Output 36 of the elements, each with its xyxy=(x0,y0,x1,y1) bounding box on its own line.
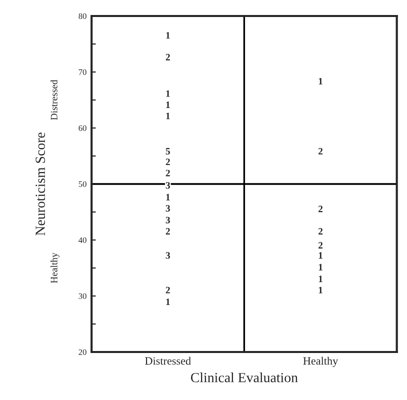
annotation: 2 xyxy=(166,158,170,166)
annotation: 2 xyxy=(318,228,323,234)
annotation: 1 xyxy=(318,286,322,294)
annotation: 3 xyxy=(166,252,170,259)
annotation: 1 xyxy=(166,32,170,38)
annotation: 1 xyxy=(166,298,170,306)
text: Healthy xyxy=(50,252,60,284)
annotation: 2 xyxy=(318,148,323,154)
annotation: 2 xyxy=(166,54,170,60)
annotation: 1 xyxy=(318,78,322,84)
annotation: 5 xyxy=(166,148,170,155)
annotation: 1 xyxy=(318,252,322,259)
annotation: 3 xyxy=(166,205,170,212)
annotation: 1 xyxy=(318,276,322,282)
text: Distressed xyxy=(50,80,58,120)
x-axis-title: Clinical Evaluation xyxy=(190,372,298,382)
annotation: 1 xyxy=(166,194,170,200)
y-tick-label: 60 xyxy=(78,125,86,131)
annotation: 1 xyxy=(166,102,170,108)
annotation: 1 xyxy=(166,90,170,97)
y-tick-label: 40 xyxy=(78,237,86,243)
annotation: 3 xyxy=(166,216,170,224)
y-tick-label: 50 xyxy=(78,181,86,187)
y-tick-label: 20 xyxy=(78,349,86,355)
annotation: 2 xyxy=(318,206,323,212)
annotation: 1 xyxy=(318,264,322,270)
annotation: 2 xyxy=(166,170,170,176)
y-axis-title: Neuroticism Score xyxy=(36,132,46,236)
y-tick-label: 70 xyxy=(78,69,86,75)
y-tick-label: 80 xyxy=(78,13,86,19)
y-tick-label: 30 xyxy=(78,293,86,299)
annotation: 2 xyxy=(318,242,323,248)
annotation: 2 xyxy=(166,286,170,294)
annotation: 1 xyxy=(166,112,170,120)
annotation: 2 xyxy=(166,228,170,234)
annotation: 3 xyxy=(166,182,170,189)
